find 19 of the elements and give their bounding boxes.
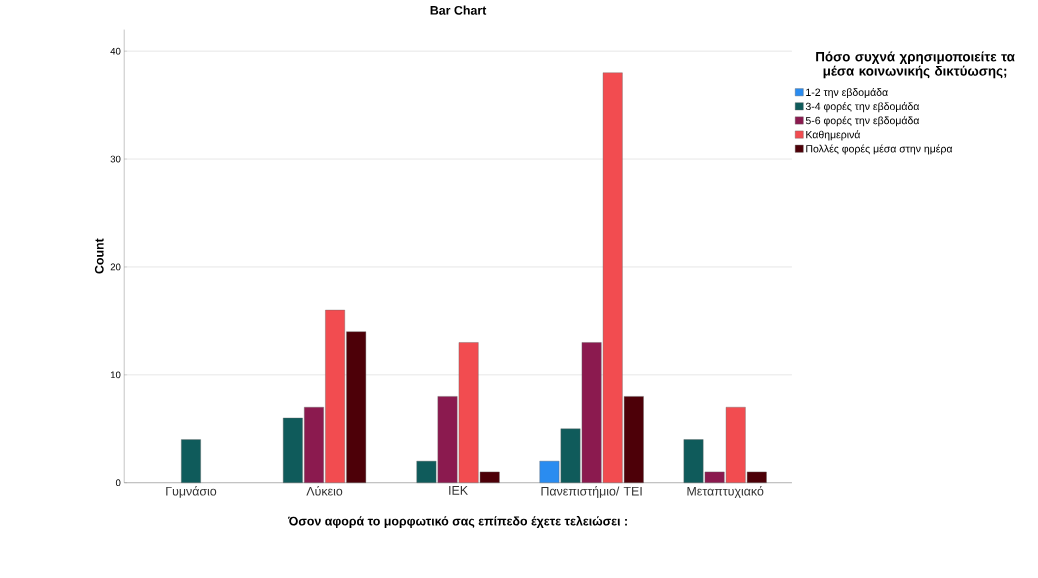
y-tick-label: 0 — [115, 479, 121, 487]
x-tick-label: Πανεπιστήμιο/ ΤΕΙ — [541, 486, 642, 499]
chart-title: Bar Chart — [430, 5, 487, 15]
x-tick-label: Μεταπτυχιακό — [687, 486, 764, 499]
legend-label: Καθημερινά — [806, 130, 861, 141]
legend-title: Πόσο συχνά χρησιμοποιείτε τα μέσα κοινωνικής δικτύωσης; — [816, 51, 1015, 79]
y-tick-label: 10 — [110, 371, 121, 379]
y-tick-label: 30 — [110, 155, 121, 163]
y-tick-label: 20 — [110, 263, 121, 271]
y-axis-title: Count — [94, 238, 104, 274]
legend-label: Πολλές φορές μέσα στην ημέρα — [806, 144, 953, 155]
x-tick-label: Λύκειο — [306, 486, 343, 496]
legend-label: 3-4 φορές την εβδομάδα — [805, 102, 920, 113]
y-tick-label: 40 — [110, 47, 121, 55]
legend-label: 5-6 φορές την εβδομάδα — [805, 116, 920, 127]
x-tick-label: ΙΕΚ — [449, 486, 468, 495]
x-tick-label: Γυμνάσιο — [166, 486, 217, 498]
legend-label: 1-2 την εβδομάδα — [806, 88, 888, 99]
x-axis-title: Όσον αφορά το μορφωτικό σας επίπεδο έχετε τελειώσει : — [287, 516, 627, 529]
